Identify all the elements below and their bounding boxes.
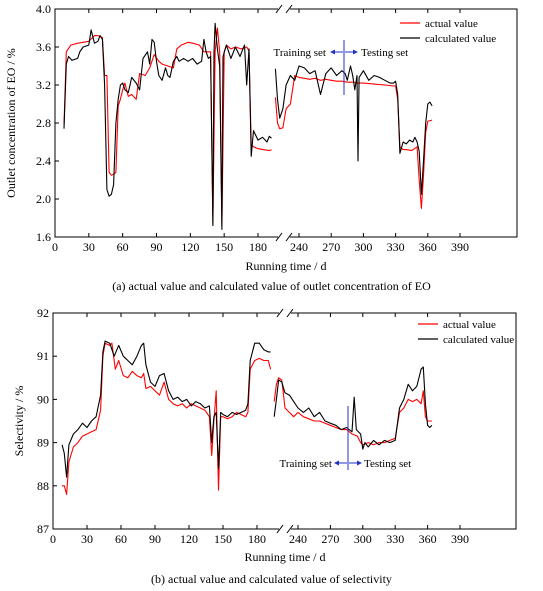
- axis-break-gap-top: [279, 309, 291, 317]
- legend-label-calculated: calculated value: [443, 334, 514, 346]
- x-tick-label: 90: [149, 532, 161, 546]
- x-tick-label: 60: [117, 240, 129, 254]
- split-arrow-left-head: [334, 460, 339, 466]
- series-line-actual-segment-1: [62, 342, 272, 495]
- chart-selectivity: 0 30 60 90 120 150 180 240 270 300 330 360 390 87888…: [12, 306, 517, 564]
- y-tick-label: 3.6: [36, 40, 51, 54]
- legend-label-calculated: calculated value: [425, 33, 496, 45]
- y-tick-labels: 87 88 89 90 91 92: [37, 306, 49, 536]
- x-tick-label: 0: [50, 532, 56, 546]
- x-tick-label: 90: [151, 240, 163, 254]
- series-line-calculated-segment-2: [273, 366, 433, 450]
- x-tick-label: 30: [81, 532, 93, 546]
- annotation-training-set: Training set: [280, 458, 332, 470]
- axis-break-mark: [275, 4, 283, 14]
- legend-label-actual: actual value: [443, 319, 496, 331]
- x-tick-label: 270: [321, 532, 339, 546]
- y-tick-label: 88: [37, 479, 49, 493]
- series-line-actual-segment-2: [273, 377, 432, 446]
- caption-b: (b) actual value and calculated value of…: [151, 572, 392, 586]
- y-axis-label: Selectivity / %: [12, 386, 26, 457]
- x-axis-label: Running time / d: [246, 259, 327, 273]
- axis-break-mark: [276, 524, 284, 534]
- x-tick-label: 360: [419, 240, 437, 254]
- x-tick-labels: 0 30 60 90 120 150 180 240 270 300 330 360 390: [52, 240, 469, 254]
- y-tick-label: 4.0: [36, 2, 51, 16]
- y-tick-label: 92: [37, 306, 49, 320]
- x-axis-label: Running time / d: [245, 550, 326, 564]
- y-axis-label: Outlet concentration of EO / %: [4, 48, 18, 198]
- x-tick-label: 0: [52, 240, 58, 254]
- axis-break-mark: [285, 4, 293, 14]
- x-tick-label: 150: [215, 240, 233, 254]
- tick-marks: [52, 312, 461, 530]
- y-tick-label: 3.2: [36, 78, 51, 92]
- chart-outlet-eo: 0 30 60 90 120 150 180 240 270 300 330 360 390 1.6 2.…: [4, 2, 518, 273]
- axis-break-gap-top: [278, 5, 290, 13]
- x-tick-label: 240: [290, 240, 308, 254]
- series-group: [63, 22, 433, 230]
- axis-break-mark: [276, 308, 284, 318]
- annotation-training-set: Training set: [274, 47, 326, 59]
- axis-break-gap-bottom: [278, 233, 290, 241]
- x-tick-label: 60: [115, 532, 127, 546]
- x-tick-label: 180: [249, 240, 267, 254]
- y-tick-label: 87: [37, 522, 49, 536]
- axis-break-mark: [286, 308, 294, 318]
- series-line-calculated-segment-1: [61, 340, 271, 478]
- y-tick-label: 2.8: [36, 116, 51, 130]
- y-tick-label: 89: [37, 436, 49, 450]
- axis-break-mark: [275, 232, 283, 242]
- axis-break-mark: [285, 232, 293, 242]
- y-tick-label: 2.0: [36, 192, 51, 206]
- x-tick-label: 300: [354, 240, 372, 254]
- x-tick-labels: 0 30 60 90 120 150 180 240 270 300 330 360 390: [50, 532, 469, 546]
- axis-break-gap-bottom: [279, 525, 291, 533]
- tick-marks: [54, 8, 461, 238]
- x-tick-label: 270: [322, 240, 340, 254]
- x-tick-label: 360: [419, 532, 437, 546]
- y-tick-label: 91: [37, 349, 49, 363]
- series-line-calculated-segment-2: [274, 65, 433, 195]
- axis-break-mark: [286, 524, 294, 534]
- legend-label-actual: actual value: [425, 18, 478, 30]
- series-group: [61, 340, 433, 495]
- legend: actual value calculated value: [418, 319, 514, 346]
- caption-a: (a) actual value and calculated value of…: [112, 279, 431, 293]
- x-tick-label: 330: [387, 240, 405, 254]
- series-line-actual-segment-1: [63, 27, 272, 227]
- x-tick-label: 330: [386, 532, 404, 546]
- x-tick-label: 240: [289, 532, 307, 546]
- split-arrow-right-head: [357, 460, 362, 466]
- split-arrow-left-head: [330, 49, 335, 55]
- x-tick-label: 30: [83, 240, 95, 254]
- x-tick-label: 120: [180, 532, 198, 546]
- split-arrow-right-head: [353, 49, 358, 55]
- x-tick-label: 150: [214, 532, 232, 546]
- x-tick-label: 390: [451, 240, 469, 254]
- x-tick-label: 180: [248, 532, 266, 546]
- annotation-testing-set: Testing set: [364, 458, 411, 470]
- y-tick-label: 1.6: [36, 230, 51, 244]
- legend: actual value calculated value: [400, 18, 496, 45]
- y-tick-label: 2.4: [36, 154, 51, 168]
- series-line-calculated-segment-1: [63, 22, 272, 230]
- annotation-testing-set: Testing set: [361, 47, 408, 59]
- x-tick-label: 300: [354, 532, 372, 546]
- x-tick-label: 120: [181, 240, 199, 254]
- y-tick-label: 90: [37, 392, 49, 406]
- x-tick-label: 390: [451, 532, 469, 546]
- y-tick-labels: 1.6 2.0 2.4 2.8 3.2 3.6 4.0: [36, 2, 51, 244]
